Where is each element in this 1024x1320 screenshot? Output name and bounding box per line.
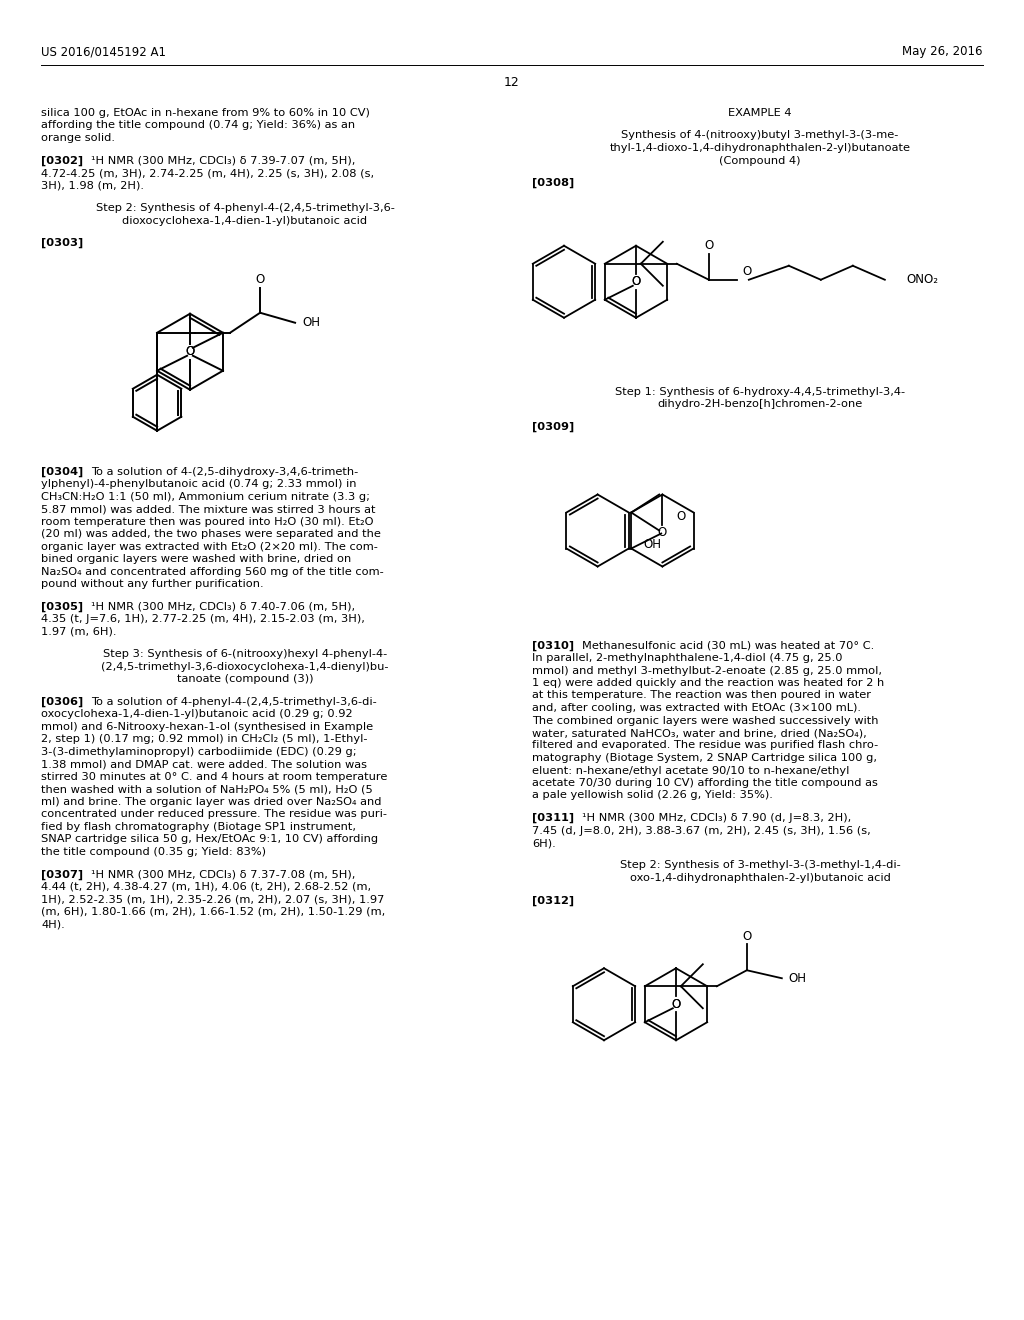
Text: O: O: [742, 265, 752, 279]
Text: To a solution of 4-phenyl-4-(2,4,5-trimethyl-3,6-di-: To a solution of 4-phenyl-4-(2,4,5-trime…: [91, 697, 377, 706]
Text: [0303]: [0303]: [41, 238, 83, 248]
Text: O: O: [742, 929, 752, 942]
Text: (m, 6H), 1.80-1.66 (m, 2H), 1.66-1.52 (m, 2H), 1.50-1.29 (m,: (m, 6H), 1.80-1.66 (m, 2H), 1.66-1.52 (m…: [41, 907, 385, 917]
Text: at this temperature. The reaction was then poured in water: at this temperature. The reaction was th…: [532, 690, 871, 701]
Text: thyl-1,4-dioxo-1,4-dihydronaphthalen-2-yl)butanoate: thyl-1,4-dioxo-1,4-dihydronaphthalen-2-y…: [609, 143, 910, 153]
Text: organic layer was extracted with Et₂O (2×20 ml). The com-: organic layer was extracted with Et₂O (2…: [41, 541, 378, 552]
Text: [0302]: [0302]: [41, 156, 83, 166]
Text: bined organic layers were washed with brine, dried on: bined organic layers were washed with br…: [41, 554, 351, 564]
Text: 1.38 mmol) and DMAP cat. were added. The solution was: 1.38 mmol) and DMAP cat. were added. The…: [41, 759, 367, 770]
Text: (2,4,5-trimethyl-3,6-dioxocyclohexa-1,4-dienyl)bu-: (2,4,5-trimethyl-3,6-dioxocyclohexa-1,4-…: [101, 661, 389, 672]
Text: [0307]: [0307]: [41, 870, 83, 879]
Text: and, after cooling, was extracted with EtOAc (3×100 mL).: and, after cooling, was extracted with E…: [532, 704, 861, 713]
Text: Synthesis of 4-(nitrooxy)butyl 3-methyl-3-(3-me-: Synthesis of 4-(nitrooxy)butyl 3-methyl-…: [622, 131, 899, 140]
Text: the title compound (0.35 g; Yield: 83%): the title compound (0.35 g; Yield: 83%): [41, 846, 266, 857]
Text: ylphenyl)-4-phenylbutanoic acid (0.74 g; 2.33 mmol) in: ylphenyl)-4-phenylbutanoic acid (0.74 g;…: [41, 479, 356, 490]
Text: 12: 12: [504, 75, 520, 88]
Text: 1H), 2.52-2.35 (m, 1H), 2.35-2.26 (m, 2H), 2.07 (s, 3H), 1.97: 1H), 2.52-2.35 (m, 1H), 2.35-2.26 (m, 2H…: [41, 894, 384, 904]
Text: mmol) and methyl 3-methylbut-2-enoate (2.85 g, 25.0 mmol,: mmol) and methyl 3-methylbut-2-enoate (2…: [532, 665, 882, 676]
Text: EXAMPLE 4: EXAMPLE 4: [728, 108, 792, 117]
Text: ¹H NMR (300 MHz, CDCl₃) δ 7.40-7.06 (m, 5H),: ¹H NMR (300 MHz, CDCl₃) δ 7.40-7.06 (m, …: [91, 602, 355, 611]
Text: dioxocyclohexa-1,4-dien-1-yl)butanoic acid: dioxocyclohexa-1,4-dien-1-yl)butanoic ac…: [123, 215, 368, 226]
Text: (20 ml) was added, the two phases were separated and the: (20 ml) was added, the two phases were s…: [41, 529, 381, 540]
Text: [0309]: [0309]: [532, 422, 574, 432]
Text: ONO₂: ONO₂: [907, 273, 939, 286]
Text: ¹H NMR (300 MHz, CDCl₃) δ 7.90 (d, J=8.3, 2H),: ¹H NMR (300 MHz, CDCl₃) δ 7.90 (d, J=8.3…: [582, 813, 851, 822]
Text: acetate 70/30 during 10 CV) affording the title compound as: acetate 70/30 during 10 CV) affording th…: [532, 777, 878, 788]
Text: stirred 30 minutes at 0° C. and 4 hours at room temperature: stirred 30 minutes at 0° C. and 4 hours …: [41, 772, 387, 781]
Text: SNAP cartridge silica 50 g, Hex/EtOAc 9:1, 10 CV) affording: SNAP cartridge silica 50 g, Hex/EtOAc 9:…: [41, 834, 378, 845]
Text: affording the title compound (0.74 g; Yield: 36%) as an: affording the title compound (0.74 g; Yi…: [41, 120, 355, 131]
Text: 4H).: 4H).: [41, 919, 65, 929]
Text: 5.87 mmol) was added. The mixture was stirred 3 hours at: 5.87 mmol) was added. The mixture was st…: [41, 504, 376, 515]
Text: eluent: n-hexane/ethyl acetate 90/10 to n-hexane/ethyl: eluent: n-hexane/ethyl acetate 90/10 to …: [532, 766, 849, 776]
Text: dihydro-2H-benzo[h]chromen-2-one: dihydro-2H-benzo[h]chromen-2-one: [657, 399, 862, 409]
Text: [0308]: [0308]: [532, 178, 574, 189]
Text: a pale yellowish solid (2.26 g, Yield: 35%).: a pale yellowish solid (2.26 g, Yield: 3…: [532, 791, 773, 800]
Text: US 2016/0145192 A1: US 2016/0145192 A1: [41, 45, 166, 58]
Text: tanoate (compound (3)): tanoate (compound (3)): [177, 675, 313, 684]
Text: O: O: [676, 510, 686, 523]
Text: In parallel, 2-methylnaphthalene-1,4-diol (4.75 g, 25.0: In parallel, 2-methylnaphthalene-1,4-dio…: [532, 653, 843, 663]
Text: pound without any further purification.: pound without any further purification.: [41, 579, 263, 589]
Text: Step 1: Synthesis of 6-hydroxy-4,4,5-trimethyl-3,4-: Step 1: Synthesis of 6-hydroxy-4,4,5-tri…: [615, 387, 905, 397]
Text: May 26, 2016: May 26, 2016: [902, 45, 983, 58]
Text: 1 eq) were added quickly and the reaction was heated for 2 h: 1 eq) were added quickly and the reactio…: [532, 678, 885, 688]
Text: 3H), 1.98 (m, 2H).: 3H), 1.98 (m, 2H).: [41, 181, 144, 190]
Text: 4.72-4.25 (m, 3H), 2.74-2.25 (m, 4H), 2.25 (s, 3H), 2.08 (s,: 4.72-4.25 (m, 3H), 2.74-2.25 (m, 4H), 2.…: [41, 168, 374, 178]
Text: [0312]: [0312]: [532, 895, 574, 906]
Text: O: O: [632, 276, 641, 288]
Text: O: O: [255, 273, 265, 286]
Text: [0310]: [0310]: [532, 640, 574, 651]
Text: Methanesulfonic acid (30 mL) was heated at 70° C.: Methanesulfonic acid (30 mL) was heated …: [582, 640, 874, 651]
Text: CH₃CN:H₂O 1:1 (50 ml), Ammonium cerium nitrate (3.3 g;: CH₃CN:H₂O 1:1 (50 ml), Ammonium cerium n…: [41, 492, 370, 502]
Text: fied by flash chromatography (Biotage SP1 instrument,: fied by flash chromatography (Biotage SP…: [41, 822, 356, 832]
Text: ¹H NMR (300 MHz, CDCl₃) δ 7.39-7.07 (m, 5H),: ¹H NMR (300 MHz, CDCl₃) δ 7.39-7.07 (m, …: [91, 156, 355, 165]
Text: To a solution of 4-(2,5-dihydroxy-3,4,6-trimeth-: To a solution of 4-(2,5-dihydroxy-3,4,6-…: [91, 467, 358, 477]
Text: mmol) and 6-Nitrooxy-hexan-1-ol (synthesised in Example: mmol) and 6-Nitrooxy-hexan-1-ol (synthes…: [41, 722, 373, 731]
Text: OH: OH: [643, 539, 662, 550]
Text: O: O: [672, 998, 681, 1011]
Text: [0306]: [0306]: [41, 697, 83, 708]
Text: O: O: [185, 346, 195, 358]
Text: room temperature then was poured into H₂O (30 ml). Et₂O: room temperature then was poured into H₂…: [41, 516, 374, 527]
Text: oxocyclohexa-1,4-dien-1-yl)butanoic acid (0.29 g; 0.92: oxocyclohexa-1,4-dien-1-yl)butanoic acid…: [41, 709, 352, 719]
Text: [0304]: [0304]: [41, 467, 83, 477]
Text: O: O: [672, 998, 681, 1011]
Text: 6H).: 6H).: [532, 838, 556, 847]
Text: concentrated under reduced pressure. The residue was puri-: concentrated under reduced pressure. The…: [41, 809, 387, 820]
Text: water, saturated NaHCO₃, water and brine, dried (Na₂SO₄),: water, saturated NaHCO₃, water and brine…: [532, 729, 866, 738]
Text: Step 2: Synthesis of 4-phenyl-4-(2,4,5-trimethyl-3,6-: Step 2: Synthesis of 4-phenyl-4-(2,4,5-t…: [95, 203, 394, 213]
Text: 4.35 (t, J=7.6, 1H), 2.77-2.25 (m, 4H), 2.15-2.03 (m, 3H),: 4.35 (t, J=7.6, 1H), 2.77-2.25 (m, 4H), …: [41, 614, 365, 624]
Text: [0311]: [0311]: [532, 813, 574, 824]
Text: 2, step 1) (0.17 mg; 0.92 mmol) in CH₂Cl₂ (5 ml), 1-Ethyl-: 2, step 1) (0.17 mg; 0.92 mmol) in CH₂Cl…: [41, 734, 368, 744]
Text: ml) and brine. The organic layer was dried over Na₂SO₄ and: ml) and brine. The organic layer was dri…: [41, 797, 382, 807]
Text: Step 2: Synthesis of 3-methyl-3-(3-methyl-1,4-di-: Step 2: Synthesis of 3-methyl-3-(3-methy…: [620, 861, 900, 870]
Text: Na₂SO₄ and concentrated affording 560 mg of the title com-: Na₂SO₄ and concentrated affording 560 mg…: [41, 566, 384, 577]
Text: oxo-1,4-dihydronaphthalen-2-yl)butanoic acid: oxo-1,4-dihydronaphthalen-2-yl)butanoic …: [630, 873, 891, 883]
Text: silica 100 g, EtOAc in n-hexane from 9% to 60% in 10 CV): silica 100 g, EtOAc in n-hexane from 9% …: [41, 108, 370, 117]
Text: orange solid.: orange solid.: [41, 133, 115, 143]
Text: filtered and evaporated. The residue was purified flash chro-: filtered and evaporated. The residue was…: [532, 741, 879, 751]
Text: [0305]: [0305]: [41, 602, 83, 612]
Text: 3-(3-dimethylaminopropyl) carbodiimide (EDC) (0.29 g;: 3-(3-dimethylaminopropyl) carbodiimide (…: [41, 747, 356, 756]
Text: then washed with a solution of NaH₂PO₄ 5% (5 ml), H₂O (5: then washed with a solution of NaH₂PO₄ 5…: [41, 784, 373, 795]
Text: O: O: [657, 525, 667, 539]
Text: Step 3: Synthesis of 6-(nitrooxy)hexyl 4-phenyl-4-: Step 3: Synthesis of 6-(nitrooxy)hexyl 4…: [102, 649, 387, 659]
Text: The combined organic layers were washed successively with: The combined organic layers were washed …: [532, 715, 879, 726]
Text: OH: OH: [302, 317, 321, 329]
Text: ¹H NMR (300 MHz, CDCl₃) δ 7.37-7.08 (m, 5H),: ¹H NMR (300 MHz, CDCl₃) δ 7.37-7.08 (m, …: [91, 870, 355, 879]
Text: (Compound 4): (Compound 4): [719, 156, 801, 165]
Text: 4.44 (t, 2H), 4.38-4.27 (m, 1H), 4.06 (t, 2H), 2.68-2.52 (m,: 4.44 (t, 2H), 4.38-4.27 (m, 1H), 4.06 (t…: [41, 882, 371, 892]
Text: O: O: [185, 346, 195, 358]
Text: O: O: [705, 239, 714, 252]
Text: matography (Biotage System, 2 SNAP Cartridge silica 100 g,: matography (Biotage System, 2 SNAP Cartr…: [532, 752, 877, 763]
Text: 1.97 (m, 6H).: 1.97 (m, 6H).: [41, 627, 117, 636]
Text: 7.45 (d, J=8.0, 2H), 3.88-3.67 (m, 2H), 2.45 (s, 3H), 1.56 (s,: 7.45 (d, J=8.0, 2H), 3.88-3.67 (m, 2H), …: [532, 825, 870, 836]
Text: OH: OH: [788, 972, 807, 985]
Text: O: O: [632, 276, 641, 288]
